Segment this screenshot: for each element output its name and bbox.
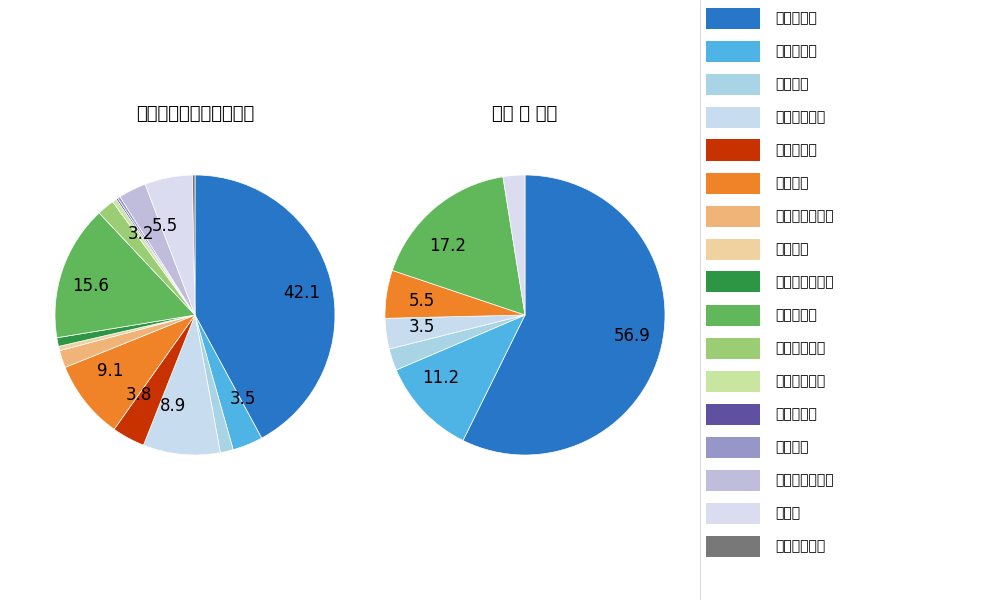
- FancyBboxPatch shape: [706, 107, 760, 127]
- Wedge shape: [60, 315, 195, 367]
- FancyBboxPatch shape: [706, 371, 760, 392]
- Text: スローカーブ: スローカーブ: [775, 539, 825, 553]
- Text: 縦スライダー: 縦スライダー: [775, 341, 825, 355]
- Text: シンカー: シンカー: [775, 242, 808, 256]
- Text: 5.5: 5.5: [151, 217, 178, 235]
- Text: カーブ: カーブ: [775, 506, 800, 520]
- Text: シュート: シュート: [775, 77, 808, 91]
- Wedge shape: [389, 315, 525, 370]
- Wedge shape: [113, 199, 195, 315]
- Wedge shape: [195, 315, 233, 452]
- Wedge shape: [192, 175, 195, 315]
- Text: 11.2: 11.2: [422, 368, 459, 386]
- Wedge shape: [392, 177, 525, 315]
- Text: 17.2: 17.2: [429, 236, 466, 254]
- Text: 42.1: 42.1: [283, 284, 320, 302]
- FancyBboxPatch shape: [706, 139, 760, 160]
- Text: 3.5: 3.5: [408, 318, 435, 336]
- Wedge shape: [143, 315, 220, 455]
- Wedge shape: [55, 213, 195, 338]
- Wedge shape: [396, 315, 525, 440]
- Wedge shape: [120, 184, 195, 315]
- FancyBboxPatch shape: [706, 205, 760, 227]
- Wedge shape: [195, 175, 335, 438]
- Text: チェンジアップ: チェンジアップ: [775, 209, 834, 223]
- Text: カットボール: カットボール: [775, 110, 825, 124]
- Wedge shape: [385, 315, 525, 349]
- FancyBboxPatch shape: [706, 7, 760, 28]
- Text: フォーク: フォーク: [775, 176, 808, 190]
- Wedge shape: [385, 271, 525, 319]
- Wedge shape: [114, 315, 195, 445]
- Text: ツーシーム: ツーシーム: [775, 44, 817, 58]
- Text: 3.2: 3.2: [128, 224, 154, 242]
- Title: 太田 椋 選手: 太田 椋 選手: [492, 105, 558, 123]
- Text: 5.5: 5.5: [409, 292, 435, 310]
- FancyBboxPatch shape: [706, 73, 760, 94]
- FancyBboxPatch shape: [706, 173, 760, 193]
- Wedge shape: [463, 175, 665, 455]
- Wedge shape: [59, 315, 195, 350]
- Text: スプリット: スプリット: [775, 143, 817, 157]
- Text: ナックルカーブ: ナックルカーブ: [775, 473, 834, 487]
- FancyBboxPatch shape: [706, 238, 760, 259]
- Wedge shape: [145, 175, 195, 315]
- FancyBboxPatch shape: [706, 469, 760, 491]
- Wedge shape: [57, 315, 195, 346]
- FancyBboxPatch shape: [706, 437, 760, 457]
- Text: ストレート: ストレート: [775, 11, 817, 25]
- Wedge shape: [116, 198, 195, 315]
- Wedge shape: [65, 315, 195, 429]
- Text: ナックル: ナックル: [775, 440, 808, 454]
- Wedge shape: [118, 197, 195, 315]
- Title: パ・リーグ全プレイヤー: パ・リーグ全プレイヤー: [136, 105, 254, 123]
- Wedge shape: [99, 202, 195, 315]
- Text: スクリュー: スクリュー: [775, 407, 817, 421]
- Wedge shape: [195, 315, 262, 449]
- FancyBboxPatch shape: [706, 536, 760, 557]
- FancyBboxPatch shape: [706, 305, 760, 325]
- Text: 8.9: 8.9: [160, 397, 186, 415]
- FancyBboxPatch shape: [706, 337, 760, 359]
- Wedge shape: [503, 175, 525, 315]
- FancyBboxPatch shape: [706, 503, 760, 523]
- FancyBboxPatch shape: [706, 40, 760, 61]
- FancyBboxPatch shape: [706, 404, 760, 425]
- Text: パワーカーブ: パワーカーブ: [775, 374, 825, 388]
- FancyBboxPatch shape: [706, 271, 760, 292]
- Text: 56.9: 56.9: [614, 326, 650, 344]
- Text: 3.8: 3.8: [125, 386, 152, 404]
- Text: スライダー: スライダー: [775, 308, 817, 322]
- Text: 高速スライダー: 高速スライダー: [775, 275, 834, 289]
- Text: 9.1: 9.1: [97, 362, 124, 380]
- Text: 3.5: 3.5: [229, 390, 256, 408]
- Text: 15.6: 15.6: [72, 277, 109, 295]
